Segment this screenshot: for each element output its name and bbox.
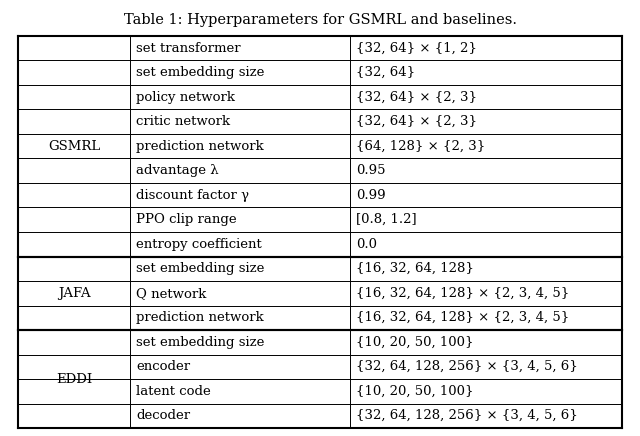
- Text: advantage λ: advantage λ: [136, 164, 219, 177]
- Text: JAFA: JAFA: [58, 287, 90, 300]
- Text: set transformer: set transformer: [136, 42, 241, 55]
- Text: {32, 64} × {2, 3}: {32, 64} × {2, 3}: [356, 91, 477, 104]
- Text: PPO clip range: PPO clip range: [136, 213, 237, 226]
- Text: encoder: encoder: [136, 360, 190, 373]
- Text: discount factor γ: discount factor γ: [136, 189, 249, 202]
- Text: Q network: Q network: [136, 287, 206, 300]
- Text: {32, 64} × {2, 3}: {32, 64} × {2, 3}: [356, 115, 477, 128]
- Text: [0.8, 1.2]: [0.8, 1.2]: [356, 213, 417, 226]
- Text: entropy coefficient: entropy coefficient: [136, 238, 262, 251]
- Text: {16, 32, 64, 128} × {2, 3, 4, 5}: {16, 32, 64, 128} × {2, 3, 4, 5}: [356, 311, 569, 324]
- Text: EDDI: EDDI: [56, 372, 92, 385]
- Text: {16, 32, 64, 128}: {16, 32, 64, 128}: [356, 262, 474, 275]
- Text: prediction network: prediction network: [136, 140, 264, 153]
- Text: {32, 64}: {32, 64}: [356, 66, 415, 79]
- Text: {10, 20, 50, 100}: {10, 20, 50, 100}: [356, 336, 474, 349]
- Text: {32, 64, 128, 256} × {3, 4, 5, 6}: {32, 64, 128, 256} × {3, 4, 5, 6}: [356, 409, 578, 422]
- Text: 0.0: 0.0: [356, 238, 377, 251]
- Text: set embedding size: set embedding size: [136, 262, 264, 275]
- Text: GSMRL: GSMRL: [48, 140, 100, 153]
- Text: {10, 20, 50, 100}: {10, 20, 50, 100}: [356, 385, 474, 398]
- Text: {32, 64, 128, 256} × {3, 4, 5, 6}: {32, 64, 128, 256} × {3, 4, 5, 6}: [356, 360, 578, 373]
- Text: latent code: latent code: [136, 385, 211, 398]
- Text: set embedding size: set embedding size: [136, 66, 264, 79]
- Text: {32, 64} × {1, 2}: {32, 64} × {1, 2}: [356, 42, 477, 55]
- Text: policy network: policy network: [136, 91, 235, 104]
- Text: 0.95: 0.95: [356, 164, 385, 177]
- Text: {64, 128} × {2, 3}: {64, 128} × {2, 3}: [356, 140, 485, 153]
- Text: decoder: decoder: [136, 409, 190, 422]
- Text: {16, 32, 64, 128} × {2, 3, 4, 5}: {16, 32, 64, 128} × {2, 3, 4, 5}: [356, 287, 569, 300]
- Text: critic network: critic network: [136, 115, 230, 128]
- Text: 0.99: 0.99: [356, 189, 386, 202]
- Text: set embedding size: set embedding size: [136, 336, 264, 349]
- Text: Table 1: Hyperparameters for GSMRL and baselines.: Table 1: Hyperparameters for GSMRL and b…: [124, 13, 516, 27]
- Text: prediction network: prediction network: [136, 311, 264, 324]
